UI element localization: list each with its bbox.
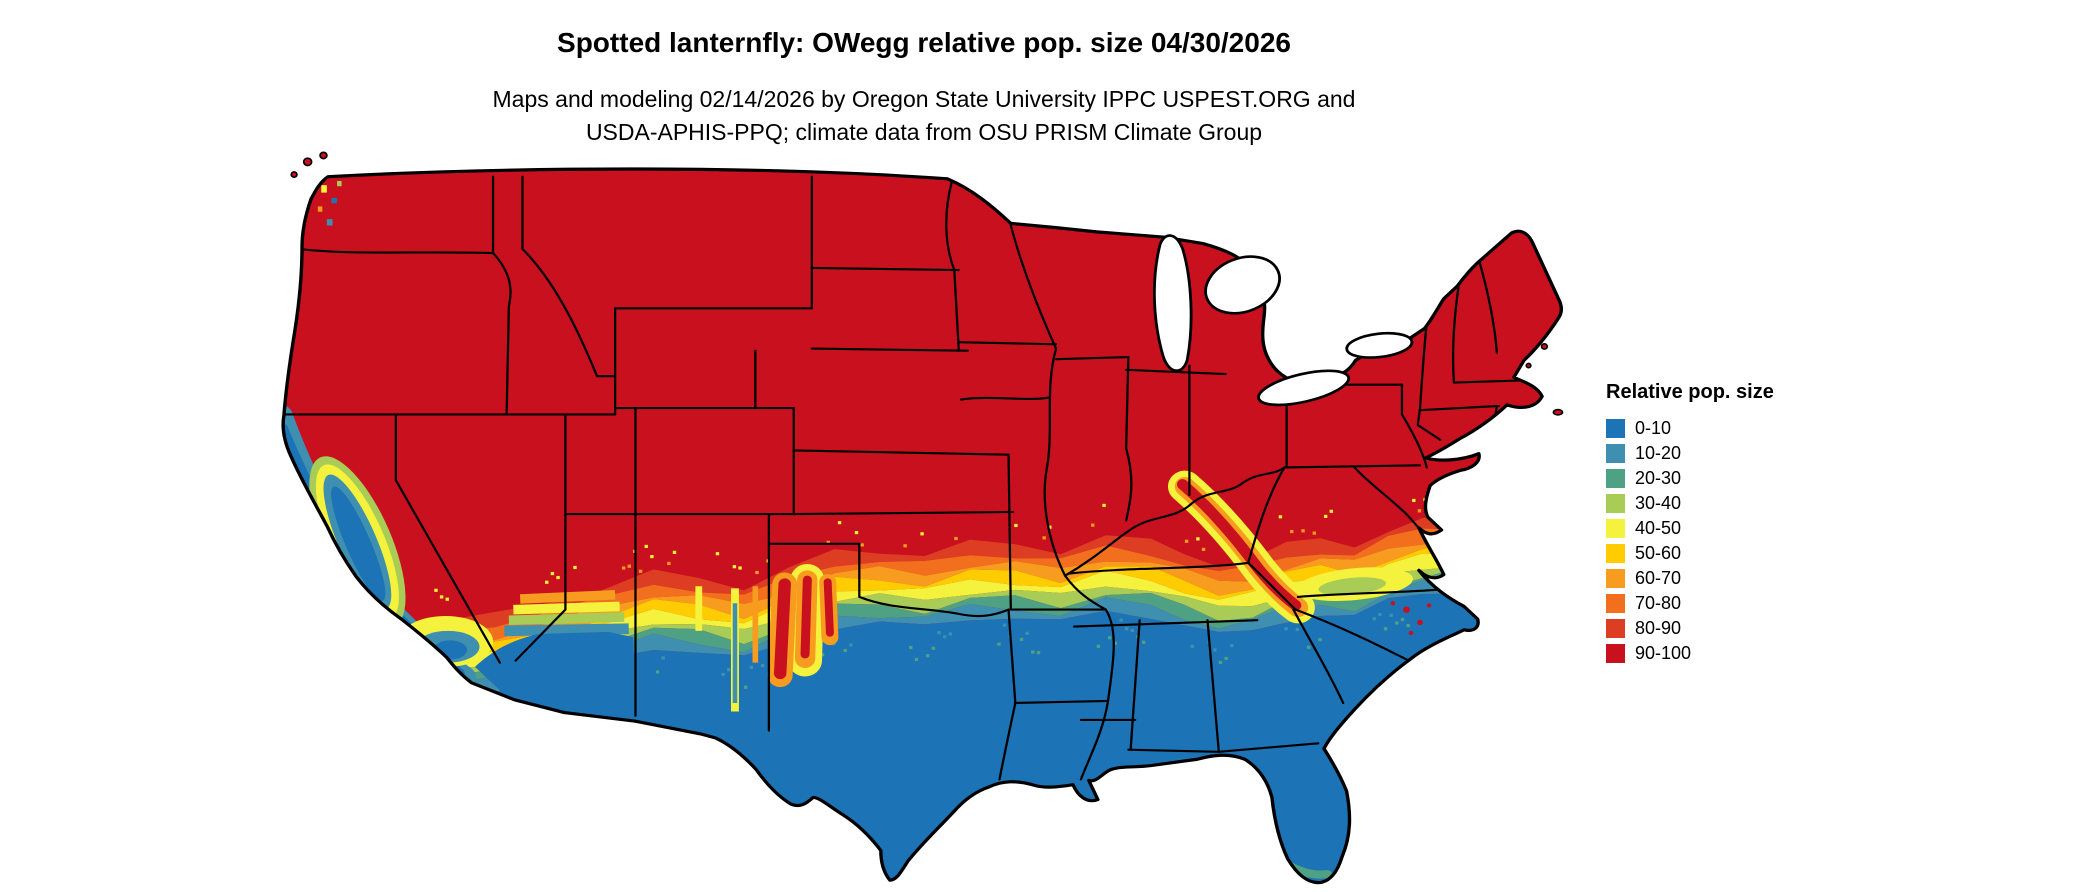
figure-header: Spotted lanternfly: OWegg relative pop. … bbox=[0, 26, 1848, 149]
legend-item-label: 80-90 bbox=[1635, 618, 1682, 638]
lake-erie-icon bbox=[1257, 369, 1351, 407]
legend-item: 40-50 bbox=[1606, 516, 1774, 541]
legend-item-label: 60-70 bbox=[1635, 568, 1682, 588]
lake-michigan-icon bbox=[1152, 234, 1193, 372]
legend-item: 90-100 bbox=[1606, 641, 1774, 666]
lake-huron-icon bbox=[1204, 255, 1281, 315]
figure-title: Spotted lanternfly: OWegg relative pop. … bbox=[557, 27, 1291, 58]
legend-item-label: 10-20 bbox=[1635, 443, 1682, 463]
offshore-islands bbox=[290, 151, 1564, 416]
us-outline bbox=[281, 167, 1564, 885]
coast-speckles bbox=[1390, 601, 1432, 636]
us-map-svg bbox=[281, 151, 1564, 885]
puget-sound-specks bbox=[317, 180, 342, 226]
map-legend: Relative pop. size 0-10 10-20 20-30 30-4… bbox=[1606, 380, 1774, 666]
legend-item: 60-70 bbox=[1606, 566, 1774, 591]
legend-title: Relative pop. size bbox=[1606, 381, 1774, 403]
legend-item: 80-90 bbox=[1606, 616, 1774, 641]
legend-swatch bbox=[1606, 644, 1625, 663]
subtitle-line-2: USDA-APHIS-PPQ; climate data from OSU PR… bbox=[585, 119, 1263, 145]
legend-item-label: 20-30 bbox=[1635, 468, 1682, 488]
west-coast-patches bbox=[283, 404, 839, 716]
figure-subtitle: Maps and modeling 02/14/2026 by Oregon S… bbox=[0, 83, 1848, 149]
subtitle-line-1: Maps and modeling 02/14/2026 by Oregon S… bbox=[492, 86, 1356, 112]
legend-item-label: 70-80 bbox=[1635, 593, 1682, 613]
legend-swatch bbox=[1606, 469, 1625, 488]
legend-item: 0-10 bbox=[1606, 416, 1774, 441]
legend-swatch bbox=[1606, 419, 1625, 438]
sonoran-low-region bbox=[474, 631, 636, 716]
legend-swatch bbox=[1606, 619, 1625, 638]
us-map bbox=[224, 130, 1671, 892]
legend-swatch bbox=[1606, 444, 1625, 463]
lake-ontario-icon bbox=[1345, 331, 1414, 359]
legend-item-label: 40-50 bbox=[1635, 518, 1682, 538]
central-valley bbox=[309, 456, 406, 628]
legend-item: 20-30 bbox=[1606, 466, 1774, 491]
legend-item: 70-80 bbox=[1606, 591, 1774, 616]
legend-item: 10-20 bbox=[1606, 441, 1774, 466]
legend-item-label: 90-100 bbox=[1635, 643, 1692, 663]
legend-item-label: 0-10 bbox=[1635, 418, 1672, 438]
legend-item-label: 50-60 bbox=[1635, 543, 1682, 563]
legend-swatch bbox=[1606, 519, 1625, 538]
legend-item-label: 30-40 bbox=[1635, 493, 1682, 513]
legend-item: 50-60 bbox=[1606, 541, 1774, 566]
legend-swatch bbox=[1606, 494, 1625, 513]
map-fill-layers bbox=[283, 168, 1562, 883]
legend-item: 30-40 bbox=[1606, 491, 1774, 516]
legend-swatch bbox=[1606, 569, 1625, 588]
legend-swatch bbox=[1606, 594, 1625, 613]
legend-swatch bbox=[1606, 544, 1625, 563]
